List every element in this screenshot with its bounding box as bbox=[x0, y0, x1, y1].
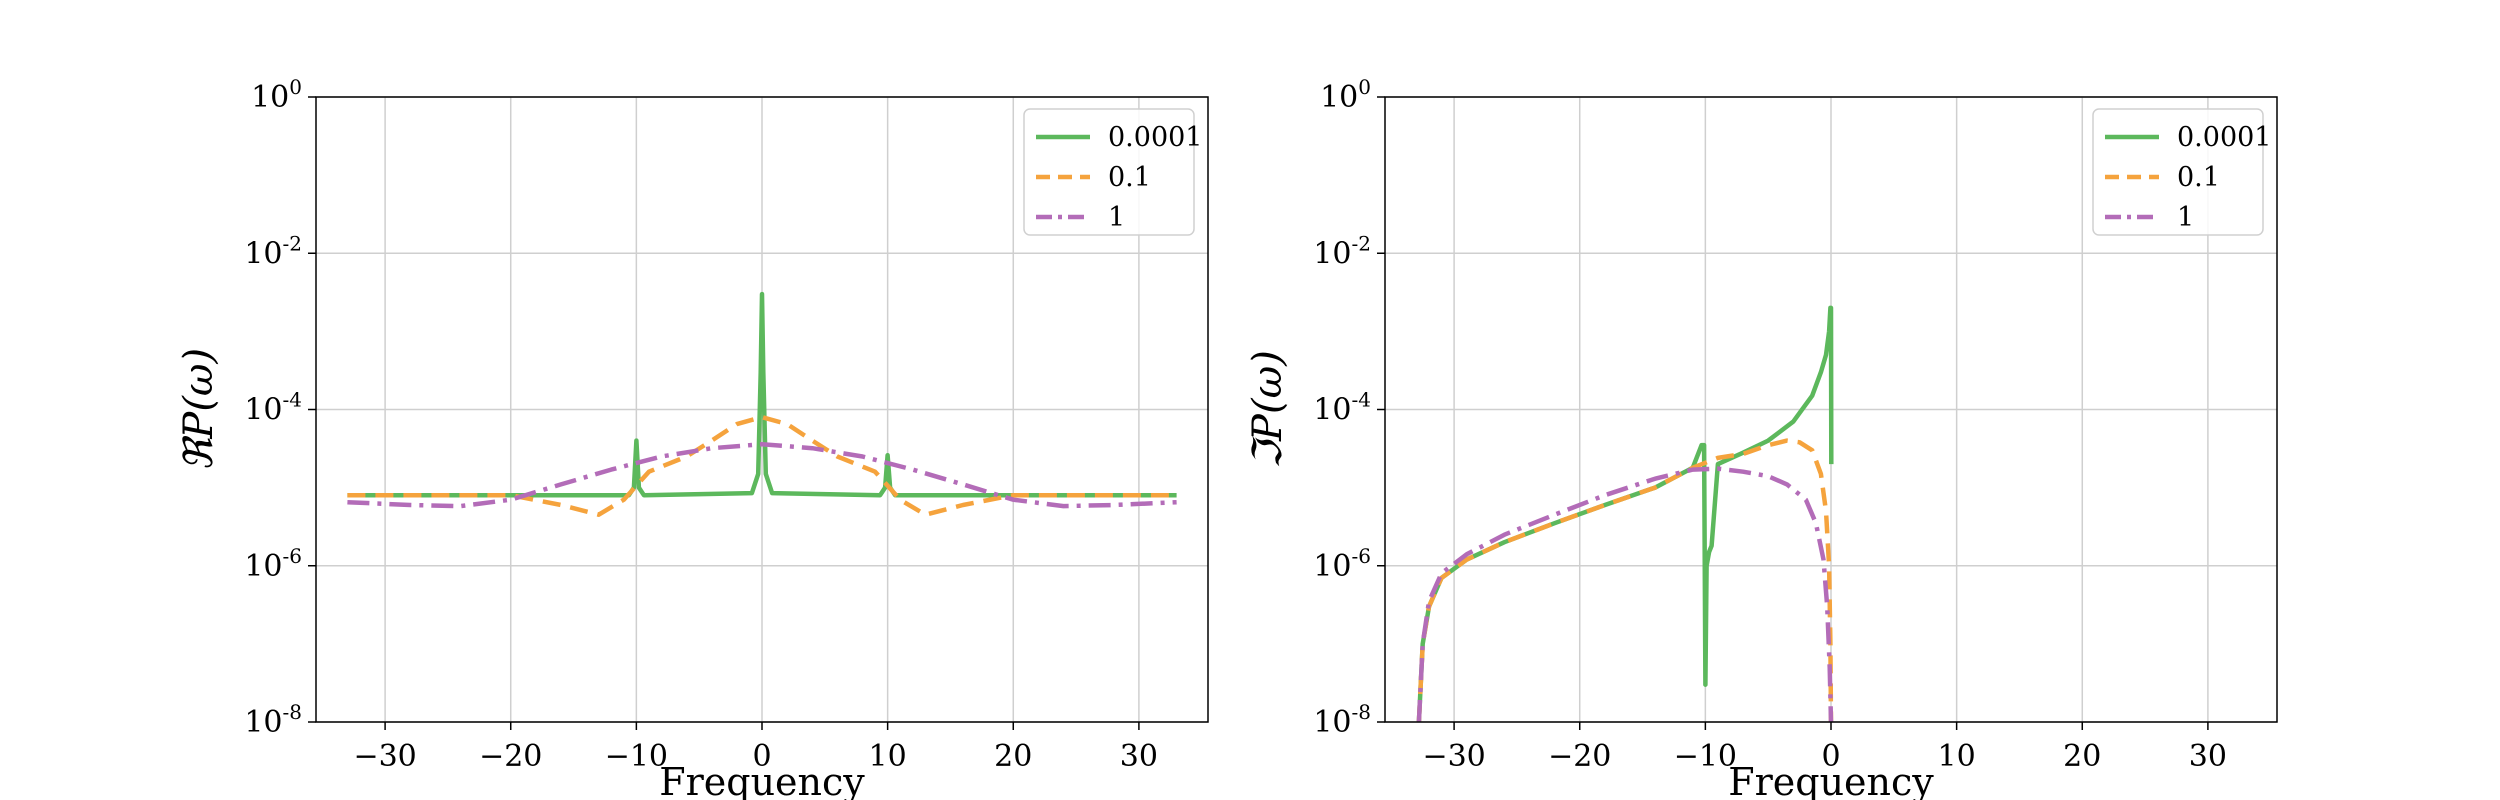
y-tick-label: 10-2 bbox=[1313, 231, 1371, 271]
y-tick-label: 100 bbox=[251, 75, 302, 115]
x-tick-label: 10 bbox=[1938, 739, 1976, 774]
y-tick-label: 10-6 bbox=[244, 544, 302, 584]
y-tick-label: 10-4 bbox=[244, 388, 302, 428]
series-line-0-0001 bbox=[347, 291, 1177, 498]
x-tick-label: −30 bbox=[353, 739, 416, 774]
x-axis-label: Frequency bbox=[659, 760, 865, 800]
series-line-1 bbox=[1416, 466, 1834, 722]
right-chart-imaginary-part: −30 −20 −10 0 10 20 30 10-8 10-6 10-4 10-2 100 Frequ… bbox=[1245, 75, 2278, 800]
y-axis-label: ℜP(ω) bbox=[176, 348, 222, 471]
x-tick-label: −20 bbox=[1548, 739, 1611, 774]
legend-label: 0.0001 bbox=[2177, 122, 2271, 153]
y-axis-label: ℑP(ω) bbox=[1245, 350, 1291, 469]
x-tick-label: −10 bbox=[1674, 739, 1737, 774]
x-tick-label: 10 bbox=[869, 739, 907, 774]
x-tick-label: 30 bbox=[2189, 739, 2227, 774]
y-tick-label: 100 bbox=[1320, 75, 1371, 115]
series-line-0-1 bbox=[347, 414, 1177, 517]
series-line-0-1 bbox=[1416, 438, 1834, 722]
left-chart-real-part: −30 −20 −10 0 10 20 30 10-8 10-6 10-4 10-2 100 Frequ… bbox=[176, 75, 1209, 800]
legend-label: 0.1 bbox=[1108, 162, 1151, 193]
y-tick-label: 10-2 bbox=[244, 231, 302, 271]
series-line-1 bbox=[347, 441, 1177, 509]
x-axis-label: Frequency bbox=[1728, 760, 1934, 800]
x-tick-label: 0 bbox=[752, 739, 771, 774]
x-tick-label: −20 bbox=[479, 739, 542, 774]
legend-label: 1 bbox=[1108, 202, 1125, 233]
legend-box bbox=[2092, 108, 2264, 236]
x-tick-label: 20 bbox=[2063, 739, 2101, 774]
y-tick-label: 10-6 bbox=[1313, 544, 1371, 584]
y-tick-label: 10-8 bbox=[1313, 700, 1371, 740]
legend-label: 1 bbox=[2177, 202, 2194, 233]
legend-label: 0.0001 bbox=[1108, 122, 1202, 153]
legend: 0.0001 0.1 1 bbox=[1023, 108, 1202, 236]
y-tick-label: 10-8 bbox=[244, 700, 302, 740]
legend-label: 0.1 bbox=[2177, 162, 2220, 193]
x-tick-label: 0 bbox=[1821, 739, 1840, 774]
series-line-0-0001 bbox=[1416, 305, 1834, 722]
x-tick-label: 30 bbox=[1120, 739, 1158, 774]
x-tick-label: 20 bbox=[994, 739, 1032, 774]
y-tick-label: 10-4 bbox=[1313, 388, 1371, 428]
legend: 0.0001 0.1 1 bbox=[2092, 108, 2271, 236]
x-tick-label: −10 bbox=[605, 739, 668, 774]
x-tick-label: −30 bbox=[1422, 739, 1485, 774]
legend-box bbox=[1023, 108, 1195, 236]
